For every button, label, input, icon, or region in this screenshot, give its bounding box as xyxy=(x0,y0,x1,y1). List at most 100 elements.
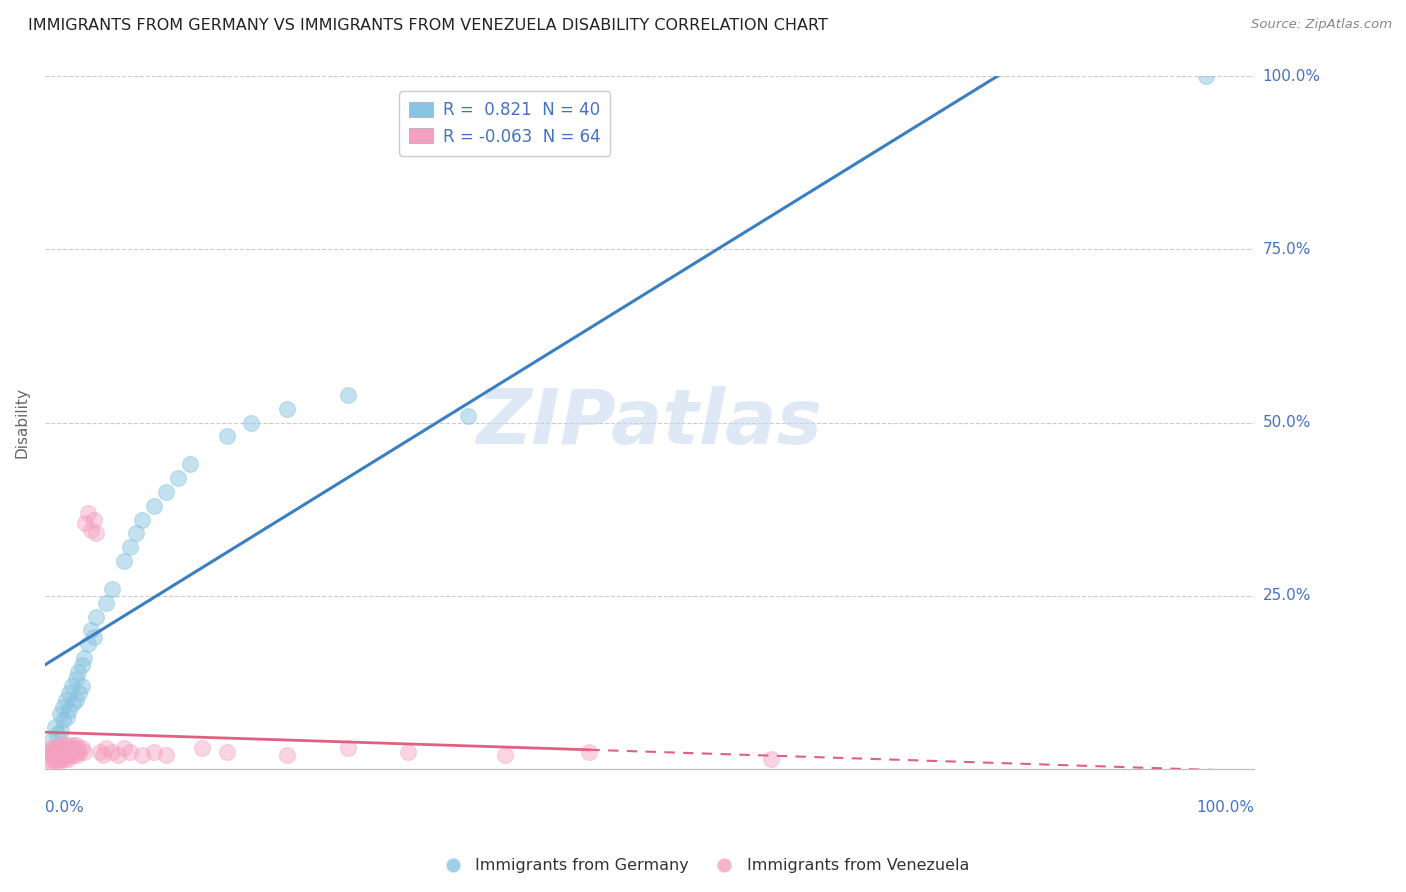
Point xyxy=(49,745,72,759)
Point xyxy=(125,526,148,541)
Point xyxy=(66,741,89,756)
Point xyxy=(155,484,177,499)
Text: 100.0%: 100.0% xyxy=(1197,799,1254,814)
Point xyxy=(83,512,105,526)
Point xyxy=(143,745,166,759)
Y-axis label: Disability: Disability xyxy=(15,387,30,458)
Point xyxy=(112,554,135,568)
Text: 0.0%: 0.0% xyxy=(45,799,84,814)
Point xyxy=(62,748,84,763)
Point xyxy=(239,416,262,430)
Legend: Immigrants from Germany, Immigrants from Venezuela: Immigrants from Germany, Immigrants from… xyxy=(430,852,976,880)
Point xyxy=(66,665,89,679)
Point xyxy=(52,738,75,752)
Point xyxy=(46,751,69,765)
Point xyxy=(276,401,298,416)
Point xyxy=(89,745,111,759)
Point xyxy=(58,751,80,765)
Point xyxy=(46,727,69,741)
Point xyxy=(39,748,62,763)
Point xyxy=(215,745,238,759)
Point xyxy=(65,672,87,686)
Point xyxy=(42,751,65,765)
Point xyxy=(42,741,65,756)
Point xyxy=(336,741,359,756)
Point xyxy=(58,748,80,763)
Point xyxy=(49,706,72,721)
Point xyxy=(167,471,190,485)
Point xyxy=(49,751,72,765)
Text: 25.0%: 25.0% xyxy=(1263,588,1310,603)
Point xyxy=(70,741,93,756)
Point xyxy=(1195,69,1218,83)
Point xyxy=(41,734,63,748)
Point xyxy=(191,741,214,756)
Point xyxy=(84,526,107,541)
Point xyxy=(55,692,77,706)
Point xyxy=(83,631,105,645)
Point xyxy=(457,409,479,423)
Point xyxy=(63,741,86,756)
Text: Source: ZipAtlas.com: Source: ZipAtlas.com xyxy=(1251,18,1392,31)
Point xyxy=(66,748,89,763)
Point xyxy=(118,541,141,555)
Point xyxy=(118,745,141,759)
Point xyxy=(91,748,114,763)
Point xyxy=(53,741,76,756)
Legend: R =  0.821  N = 40, R = -0.063  N = 64: R = 0.821 N = 40, R = -0.063 N = 64 xyxy=(399,91,610,155)
Point xyxy=(80,624,103,638)
Point xyxy=(336,388,359,402)
Point xyxy=(48,748,70,763)
Point xyxy=(49,741,72,756)
Point xyxy=(38,751,60,765)
Point xyxy=(52,699,75,714)
Point xyxy=(131,748,153,763)
Point xyxy=(55,748,77,763)
Point xyxy=(578,745,600,759)
Point xyxy=(41,755,63,769)
Point xyxy=(76,637,98,651)
Point xyxy=(94,596,117,610)
Point xyxy=(65,692,87,706)
Point xyxy=(44,755,66,769)
Point xyxy=(84,609,107,624)
Point xyxy=(112,741,135,756)
Text: IMMIGRANTS FROM GERMANY VS IMMIGRANTS FROM VENEZUELA DISABILITY CORRELATION CHAR: IMMIGRANTS FROM GERMANY VS IMMIGRANTS FR… xyxy=(28,18,828,33)
Point xyxy=(60,679,83,693)
Point xyxy=(53,751,76,765)
Text: ZIPatlas: ZIPatlas xyxy=(477,385,823,459)
Point xyxy=(56,710,79,724)
Point xyxy=(65,738,87,752)
Point xyxy=(73,745,96,759)
Point xyxy=(759,751,782,765)
Point xyxy=(80,523,103,537)
Point xyxy=(46,741,69,756)
Point xyxy=(67,686,90,700)
Point xyxy=(94,741,117,756)
Point xyxy=(67,745,90,759)
Point xyxy=(49,723,72,738)
Point xyxy=(58,741,80,756)
Point xyxy=(276,748,298,763)
Point xyxy=(44,720,66,734)
Text: 50.0%: 50.0% xyxy=(1263,415,1310,430)
Point xyxy=(62,696,84,710)
Point xyxy=(52,745,75,759)
Point xyxy=(215,429,238,443)
Point xyxy=(396,745,419,759)
Point xyxy=(65,745,87,759)
Point xyxy=(75,516,97,530)
Point xyxy=(101,745,124,759)
Text: 100.0%: 100.0% xyxy=(1263,69,1320,84)
Point xyxy=(56,745,79,759)
Point xyxy=(494,748,516,763)
Point xyxy=(49,738,72,752)
Point xyxy=(101,582,124,596)
Point xyxy=(76,506,98,520)
Point xyxy=(70,679,93,693)
Point xyxy=(51,748,73,763)
Point xyxy=(48,755,70,769)
Point xyxy=(52,714,75,728)
Point xyxy=(73,651,96,665)
Point xyxy=(70,658,93,673)
